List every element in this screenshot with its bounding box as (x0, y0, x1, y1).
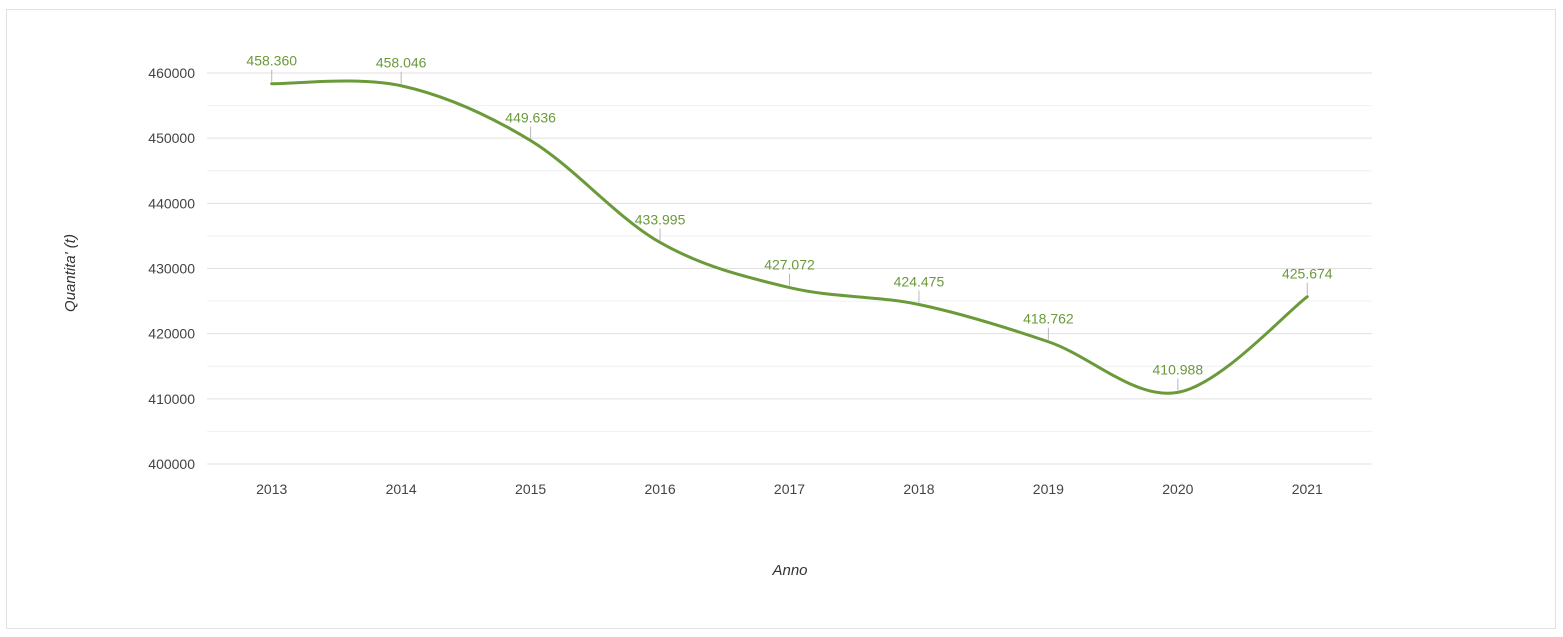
x-tick-label: 2015 (515, 481, 546, 497)
chart-container: 400000 410000 420000 430000 440000 450000 4600… (6, 9, 1556, 629)
grid-lines (207, 72, 1372, 465)
series-line-layer (270, 79, 1309, 395)
y-tick-label: 410000 (148, 391, 195, 407)
y-axis-ticks: 400000 410000 420000 430000 440000 450000 4600… (148, 65, 195, 472)
data-labels: 458.360 458.046 449.636 433.995 427.072 424.4… (246, 53, 1333, 391)
x-tick-label: 2016 (644, 481, 675, 497)
x-tick-label: 2019 (1033, 481, 1064, 497)
y-axis-title: Quantita' (t) (62, 234, 79, 312)
x-tick-label: 2020 (1162, 481, 1193, 497)
data-label: 458.360 (246, 53, 297, 69)
y-tick-label: 450000 (148, 130, 195, 146)
x-axis-ticks: 2013 2014 2015 2016 2017 2018 2019 2020 2021 (256, 481, 1323, 497)
x-tick-label: 2017 (774, 481, 805, 497)
y-tick-label: 440000 (148, 195, 195, 211)
data-label: 449.636 (505, 110, 556, 126)
y-tick-label: 430000 (148, 261, 195, 277)
x-tick-label: 2018 (903, 481, 934, 497)
x-tick-label: 2021 (1292, 481, 1323, 497)
x-tick-label: 2013 (256, 481, 287, 497)
data-label: 427.072 (764, 257, 815, 273)
data-label: 458.046 (376, 55, 427, 71)
y-tick-label: 400000 (148, 456, 195, 472)
data-label: 410.988 (1153, 361, 1204, 377)
x-axis-title: Anno (771, 562, 807, 579)
x-tick-label: 2014 (386, 481, 417, 497)
series-line (270, 79, 1309, 395)
y-tick-label: 460000 (148, 65, 195, 81)
data-label: 433.995 (635, 211, 686, 227)
data-label: 425.674 (1282, 266, 1333, 282)
y-tick-label: 420000 (148, 326, 195, 342)
data-label: 418.762 (1023, 311, 1074, 327)
line-chart: 400000 410000 420000 430000 440000 450000 4600… (62, 53, 1372, 579)
data-label: 424.475 (894, 274, 945, 290)
